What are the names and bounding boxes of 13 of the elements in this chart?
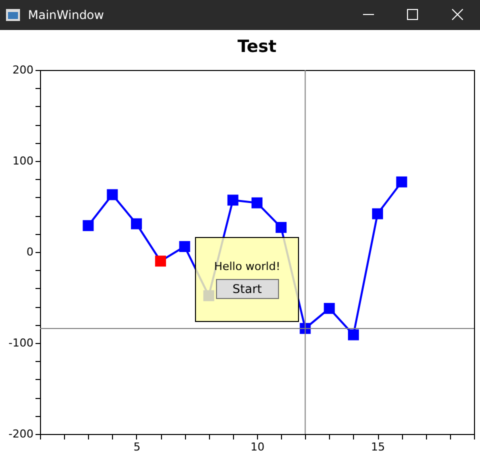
y-tick-label: 200 <box>12 64 34 76</box>
chart-title: Test <box>237 37 277 57</box>
y-tick-label: 0 <box>26 246 34 258</box>
tooltip: Hello world! Start <box>195 237 300 322</box>
x-tick-label: 15 <box>371 440 386 454</box>
x-tick-label: 10 <box>250 440 264 454</box>
text: MainWindow <box>28 8 104 22</box>
x-tick-label: 5 <box>133 440 140 454</box>
annotation: Start <box>216 279 279 300</box>
y-tick-label: 100 <box>12 154 34 168</box>
annotation: Hello world! <box>213 260 282 274</box>
y-tick-label: -200 <box>8 428 34 440</box>
y-tick-label: -100 <box>8 336 34 350</box>
